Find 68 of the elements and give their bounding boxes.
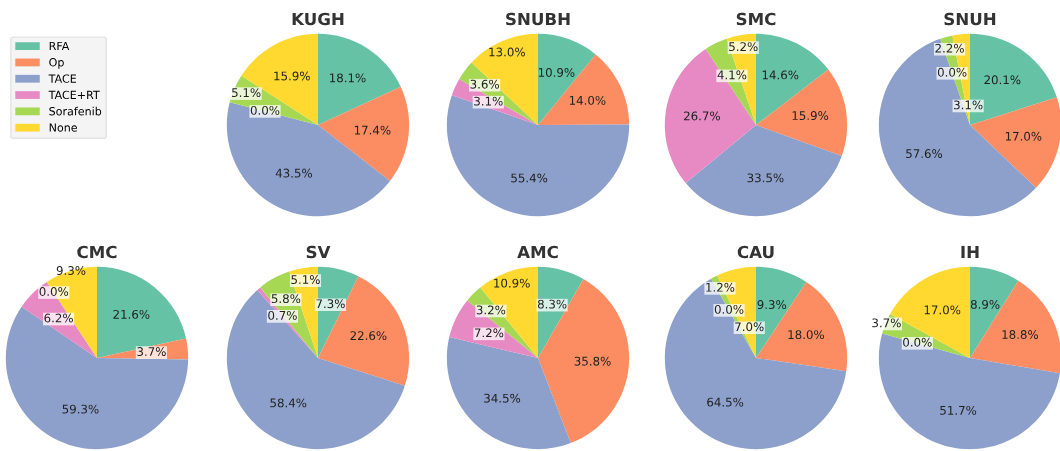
text: 0.0% <box>903 337 932 347</box>
data-label: 51.7% <box>940 405 977 415</box>
data-label: 14.0% <box>569 95 606 105</box>
data-label: 17.0% <box>924 305 961 315</box>
data-label: 6.2% <box>44 313 73 323</box>
data-label: 43.5% <box>275 168 313 178</box>
data-label: 5.1% <box>291 275 320 285</box>
data-label: 21.6% <box>113 309 150 319</box>
text: 0.0% <box>250 105 280 115</box>
data-label: 10.9% <box>538 67 575 77</box>
data-label: 64.5% <box>707 397 744 407</box>
data-label: 58.4% <box>270 398 307 408</box>
data-label: 34.5% <box>484 393 521 403</box>
data-label: 26.7% <box>684 111 720 121</box>
data-label: 3.7% <box>137 347 166 357</box>
data-label: 5.8% <box>271 294 301 304</box>
data-label: 5.2% <box>729 42 758 52</box>
data-label: 3.1% <box>954 100 983 110</box>
data-label: 13.0% <box>489 47 525 57</box>
data-label: 7.2% <box>474 328 504 338</box>
data-label: 3.7% <box>872 318 901 328</box>
text: 0.0% <box>937 67 967 77</box>
chart-title: SMC <box>736 12 776 26</box>
data-label: 3.6% <box>470 79 499 89</box>
data-label: 35.8% <box>574 356 611 366</box>
data-label: 3.1% <box>474 96 503 106</box>
legend-label: TACE <box>48 74 77 83</box>
data-label: 4.1% <box>717 70 747 80</box>
data-label: 55.4% <box>511 173 548 183</box>
data-label: 17.4% <box>354 125 391 135</box>
legend-label: TACE+RT <box>48 90 100 100</box>
chart-title: SNUH <box>944 12 996 26</box>
data-label: 5.1% <box>232 88 261 98</box>
legend-label: RFA <box>49 41 70 51</box>
data-label: 17.0% <box>1005 131 1042 141</box>
data-label: 7.3% <box>316 299 345 309</box>
data-label: 0.7% <box>268 310 297 320</box>
data-label: 3.2% <box>476 305 506 315</box>
data-label: 18.1% <box>330 73 366 83</box>
data-label: 18.8% <box>1002 330 1038 340</box>
data-label: 57.6% <box>906 149 943 159</box>
text: 0.0% <box>39 287 69 296</box>
data-label: 2.2% <box>935 43 964 53</box>
chart-title: CMC <box>77 245 117 259</box>
data-label: 10.9% <box>494 278 530 288</box>
data-label: 59.3% <box>62 404 99 414</box>
data-label: 8.3% <box>537 299 567 309</box>
legend-label: Sorafenib <box>49 106 102 116</box>
legend-label: None <box>49 123 78 132</box>
chart-title: IH <box>961 245 979 259</box>
data-label: 33.5% <box>747 173 784 183</box>
data-label: 15.9% <box>792 111 829 121</box>
data-label: 7.0% <box>735 322 764 332</box>
chart-title: SNUBH <box>506 12 570 26</box>
chart-title: SV <box>306 245 331 259</box>
data-label: 22.6% <box>350 331 387 341</box>
data-label: 14.6% <box>762 70 799 80</box>
data-label: 8.9% <box>970 299 1000 309</box>
chart-title: KUGH <box>292 12 344 26</box>
data-label: 18.0% <box>788 330 825 340</box>
text: 0.0% <box>714 304 744 314</box>
chart-title: CAU <box>737 245 774 259</box>
data-label: 15.9% <box>274 71 310 81</box>
data-label: 20.1% <box>984 75 1021 85</box>
data-label: 9.3% <box>757 300 787 310</box>
data-label: 1.2% <box>706 282 735 292</box>
legend-label: Op <box>49 58 64 69</box>
chart-title: AMC <box>517 245 558 259</box>
